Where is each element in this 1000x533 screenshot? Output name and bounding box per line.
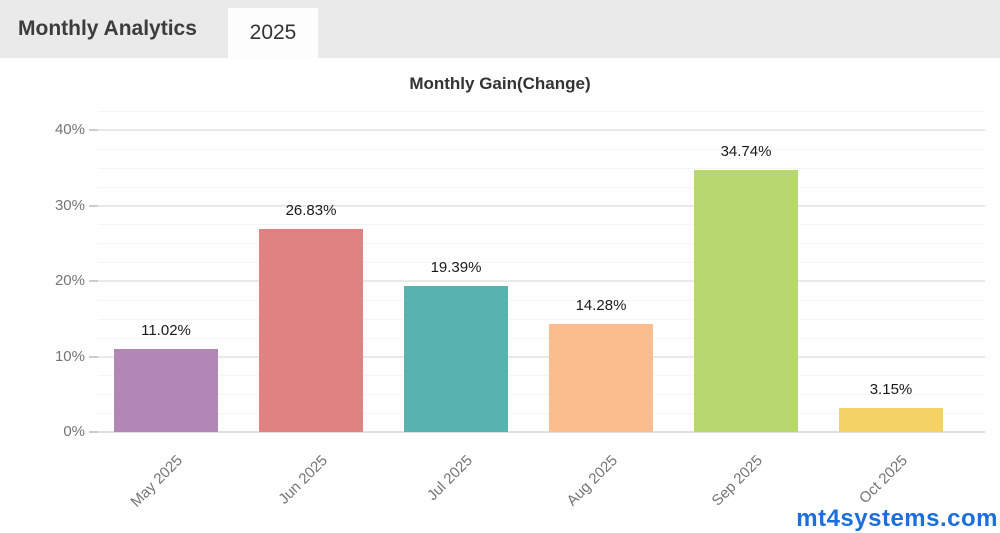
watermark-link[interactable]: mt4systems.com (796, 505, 998, 532)
major-gridline (98, 205, 985, 207)
header-bar: Monthly Analytics 2025 (0, 0, 1000, 58)
bar-jul-2025[interactable] (404, 286, 508, 432)
page-title: Monthly Analytics (18, 17, 197, 40)
bar-value-label: 3.15% (869, 381, 913, 398)
y-axis-tick-label: 10% (54, 348, 85, 365)
minor-gridline (98, 187, 985, 188)
y-axis-tick (89, 356, 98, 358)
y-axis-tick (89, 129, 98, 131)
x-axis-tick-label: May 2025 (127, 452, 187, 511)
minor-gridline (98, 224, 985, 225)
x-axis-tick-label: Jul 2025 (423, 452, 477, 505)
minor-gridline (98, 168, 985, 169)
bar-may-2025[interactable] (114, 349, 218, 432)
y-axis-tick (89, 431, 98, 433)
x-axis-tick-label: Sep 2025 (708, 452, 767, 510)
minor-gridline (98, 413, 985, 414)
minor-gridline (98, 111, 985, 112)
bar-value-label: 19.39% (430, 259, 482, 276)
chart-title: Monthly Gain(Change) (409, 74, 591, 93)
minor-gridline (98, 375, 985, 376)
minor-gridline (98, 338, 985, 339)
minor-gridline (98, 319, 985, 320)
bar-aug-2025[interactable] (549, 324, 653, 432)
y-axis-tick-label: 40% (54, 121, 85, 138)
major-gridline (98, 129, 985, 131)
major-gridline (98, 356, 985, 358)
bar-sep-2025[interactable] (694, 170, 798, 432)
bar-value-label: 14.28% (575, 297, 627, 314)
x-axis-tick-label: Jun 2025 (275, 452, 332, 508)
bar-value-label: 34.74% (720, 143, 772, 160)
y-axis-tick-label: 30% (54, 197, 85, 214)
bar-value-label: 11.02% (141, 322, 191, 339)
x-axis-baseline (98, 431, 985, 433)
y-axis-tick-label: 20% (54, 272, 85, 289)
y-axis-tick (89, 205, 98, 207)
minor-gridline (98, 243, 985, 244)
y-axis-tick (89, 280, 98, 282)
bar-jun-2025[interactable] (259, 229, 363, 432)
minor-gridline (98, 262, 985, 263)
major-gridline (98, 280, 985, 282)
minor-gridline (98, 149, 985, 150)
minor-gridline (98, 300, 985, 301)
minor-gridline (98, 394, 985, 395)
x-axis-tick-label: Aug 2025 (563, 452, 622, 510)
bar-oct-2025[interactable] (839, 408, 943, 432)
bar-value-label: 26.83% (285, 202, 337, 219)
tab-year-2025[interactable]: 2025 (228, 8, 318, 58)
y-axis-tick-label: 0% (63, 423, 85, 440)
